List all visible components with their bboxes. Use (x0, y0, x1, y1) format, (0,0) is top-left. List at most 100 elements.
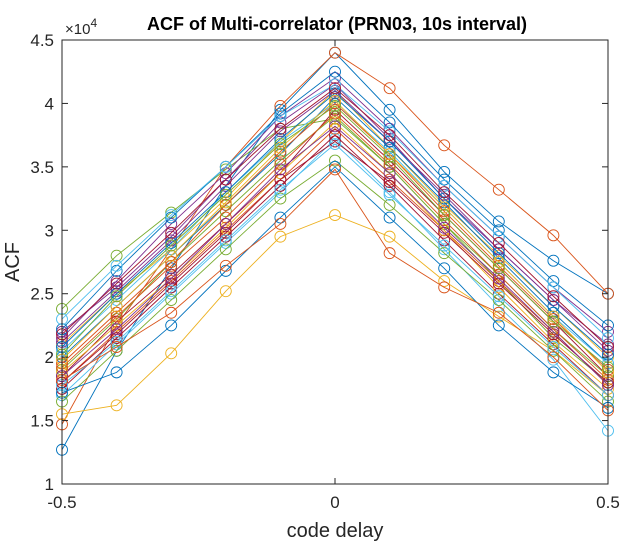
data-point (547, 353, 560, 366)
y-exponent-power: 4 (90, 16, 97, 30)
data-point (274, 230, 287, 243)
data-point (110, 341, 123, 353)
x-tick-label: 0.5 (596, 493, 620, 512)
data-point (492, 268, 505, 281)
data-point (383, 125, 396, 138)
series-line (61, 140, 609, 383)
data-point (165, 272, 178, 285)
data-point (329, 163, 341, 176)
data-point (492, 256, 505, 268)
series-line (61, 159, 609, 402)
data-point (492, 183, 505, 196)
x-tick-label: 0 (330, 493, 339, 512)
data-point (492, 281, 505, 294)
series-line (61, 102, 609, 371)
series-line (61, 166, 609, 409)
data-point (383, 150, 396, 163)
data-point (110, 366, 123, 379)
data-point (274, 183, 287, 196)
y-tick-label: 3.5 (30, 158, 54, 177)
data-point (383, 167, 396, 180)
series-line (61, 128, 609, 386)
data-point (219, 167, 232, 180)
y-tick-label: 1 (45, 475, 54, 494)
data-point (547, 290, 560, 303)
data-point (547, 300, 560, 313)
data-point (492, 249, 505, 262)
data-point (110, 249, 123, 262)
data-point (110, 323, 123, 336)
series-line (61, 87, 609, 348)
data-point (219, 259, 232, 272)
data-point (165, 256, 178, 268)
series-line (61, 112, 609, 381)
series-25 (56, 120, 614, 392)
series-14 (56, 129, 614, 402)
data-point (165, 243, 178, 256)
data-point (110, 313, 123, 326)
data-point (329, 116, 341, 129)
y-tick-label: 4.5 (30, 31, 54, 50)
data-point (274, 100, 287, 112)
data-point (492, 259, 505, 272)
data-point (274, 122, 287, 135)
data-point (274, 125, 287, 138)
data-point (438, 186, 451, 199)
data-point (274, 217, 287, 230)
data-point (274, 173, 287, 186)
data-point (547, 294, 560, 307)
tick-layer: 1 1.5 2 2.5 3 3.5 4 4.5 -0.5 0 0.5 (30, 31, 619, 512)
data-point (492, 294, 505, 307)
data-point (492, 319, 505, 332)
data-point (329, 110, 341, 123)
data-point (219, 243, 232, 256)
series-line (61, 90, 609, 345)
data-point (492, 247, 505, 260)
data-point (438, 205, 451, 218)
data-point (219, 285, 232, 298)
series-line (61, 71, 609, 330)
x-tick-label: -0.5 (47, 493, 76, 512)
y-axis-label: ACF (2, 242, 24, 282)
data-point (492, 290, 505, 303)
series-line (61, 83, 609, 339)
data-point (329, 82, 341, 95)
data-point (110, 300, 123, 313)
data-point (165, 294, 178, 307)
data-point (219, 237, 232, 249)
data-point (329, 72, 341, 85)
data-point (110, 287, 123, 300)
data-point (219, 196, 232, 209)
series-line (61, 105, 609, 368)
data-point (329, 91, 341, 104)
data-point (219, 186, 232, 199)
data-point (438, 188, 451, 201)
y-exponent-label: ×104 (65, 16, 97, 38)
data-point (383, 176, 396, 189)
data-point (438, 275, 451, 287)
data-point (274, 179, 287, 192)
data-point (274, 192, 287, 205)
data-point (165, 211, 178, 224)
data-point (274, 167, 287, 180)
data-point (383, 179, 396, 192)
data-point (219, 198, 232, 211)
data-point (547, 344, 560, 357)
data-point (165, 230, 178, 243)
data-point (438, 281, 451, 294)
data-point (110, 325, 123, 338)
data-point (547, 315, 560, 328)
data-point (329, 100, 341, 112)
data-point (274, 148, 287, 161)
data-point (492, 262, 505, 275)
data-point (383, 82, 396, 95)
data-point (383, 116, 396, 129)
data-point (547, 332, 560, 345)
data-point (274, 135, 287, 148)
series-29 (56, 160, 614, 414)
data-point (547, 351, 560, 364)
data-point (492, 287, 505, 300)
data-point (329, 107, 341, 120)
data-point (383, 132, 396, 145)
